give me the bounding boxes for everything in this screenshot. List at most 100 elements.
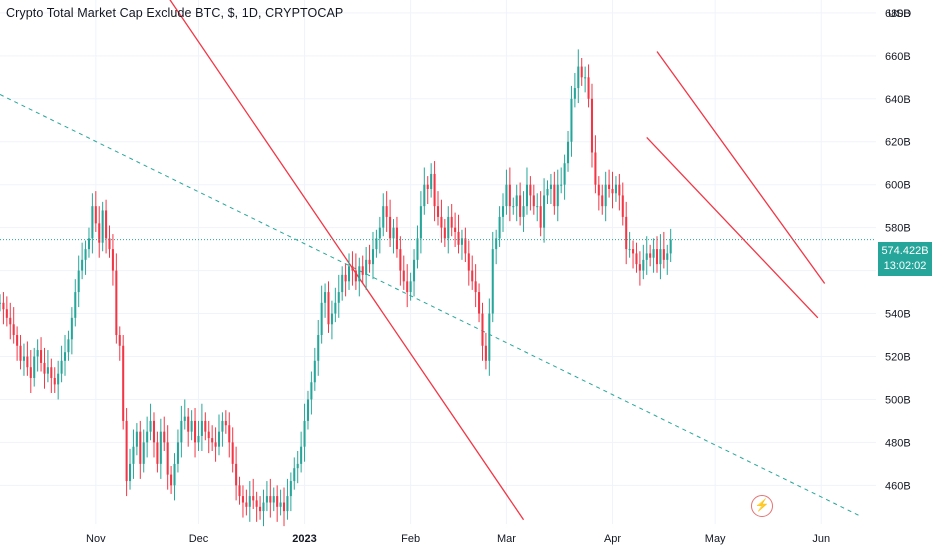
candle-body (659, 249, 662, 265)
candle-body (135, 431, 138, 447)
candle-body (354, 270, 357, 282)
candle-body (118, 335, 121, 346)
y-tick-label: 620B (885, 137, 911, 149)
candle-body (546, 188, 549, 196)
candle-body (183, 416, 186, 421)
candle-body (351, 266, 354, 271)
candle-body (460, 238, 463, 245)
candle-body (587, 77, 590, 99)
candle-body (498, 216, 501, 239)
candle-body (132, 446, 135, 464)
candle-body (341, 274, 344, 293)
candle-body (594, 152, 597, 185)
candle-body (601, 195, 604, 207)
candle-body (176, 442, 179, 464)
trendline[interactable] (646, 136, 819, 319)
candle-body (649, 253, 652, 258)
candle-body (632, 249, 635, 254)
candle-body (536, 206, 539, 208)
candle-body (375, 238, 378, 250)
candle-body (115, 270, 118, 336)
candle-body (94, 206, 97, 224)
candle-body (272, 496, 275, 503)
candle-body (457, 231, 460, 245)
candles (0, 49, 672, 527)
candle-body (5, 309, 8, 318)
candle-body (173, 463, 176, 486)
candle-body (556, 184, 559, 207)
candle-body (180, 420, 183, 443)
candle-body (63, 352, 67, 361)
candle-body (474, 281, 477, 293)
candle-body (525, 184, 528, 207)
candle-body (409, 281, 412, 293)
candle-body (224, 420, 227, 426)
x-tick-label: Apr (604, 533, 621, 545)
x-tick-label: May (705, 533, 726, 545)
candle-body (12, 324, 15, 336)
candle-body (560, 184, 563, 186)
candle-body (344, 274, 347, 282)
candle-body (204, 420, 207, 432)
trendline[interactable] (164, 0, 525, 521)
candle-body (481, 313, 484, 346)
candle-body (259, 506, 262, 512)
candle-body (608, 184, 611, 189)
candle-body (142, 442, 145, 464)
candle-body (108, 238, 111, 250)
x-tick-label: Mar (497, 533, 516, 545)
candle-body (635, 253, 638, 265)
candle-body (666, 253, 669, 260)
candle-body (337, 292, 340, 303)
candle-body (478, 292, 481, 314)
candle-body (29, 367, 32, 378)
trendlines[interactable] (0, 0, 860, 521)
y-tick-label: 680B (885, 8, 911, 20)
candle-body (129, 463, 132, 482)
candle-body (416, 238, 419, 260)
x-tick-label: Feb (401, 533, 420, 545)
candle-body (529, 184, 532, 196)
candle-body (313, 360, 316, 383)
candle-body (652, 249, 655, 258)
candle-body (46, 367, 49, 374)
flash-icon[interactable]: ⚡ (751, 495, 773, 517)
candle-body (628, 249, 631, 251)
currency-label[interactable]: USD (888, 8, 912, 20)
candle-body (645, 253, 648, 260)
candle-body (662, 249, 665, 260)
candle-body (621, 195, 624, 217)
dashed-trendline[interactable] (0, 94, 860, 516)
candle-body (53, 377, 56, 385)
candle-body (207, 431, 210, 439)
candle-body (84, 249, 87, 260)
candle-body (577, 66, 580, 89)
candle-body (122, 345, 125, 421)
x-axis[interactable]: Nov Dec 2023 Feb Mar Apr May Jun (86, 533, 830, 545)
candle-body (170, 474, 173, 486)
trendline[interactable] (656, 51, 826, 284)
candle-body (320, 302, 323, 336)
candle-body (317, 335, 320, 361)
candle-body (74, 292, 77, 318)
candle-body (413, 259, 416, 282)
candle-body (252, 496, 255, 501)
candle-body (2, 302, 5, 310)
candle-body (101, 210, 104, 243)
candle-body (245, 502, 248, 507)
candle-body (467, 253, 470, 271)
candle-body (303, 420, 306, 447)
candle-body (508, 184, 511, 207)
candle-body (60, 360, 63, 374)
candle-body (464, 238, 467, 254)
candle-body (293, 468, 296, 482)
candle-body (505, 184, 508, 207)
candle-body (488, 313, 491, 361)
candle-body (70, 317, 73, 340)
candle-body (539, 206, 542, 228)
candle-body (57, 373, 60, 385)
candle-body (399, 249, 402, 271)
candle-body (235, 463, 238, 486)
